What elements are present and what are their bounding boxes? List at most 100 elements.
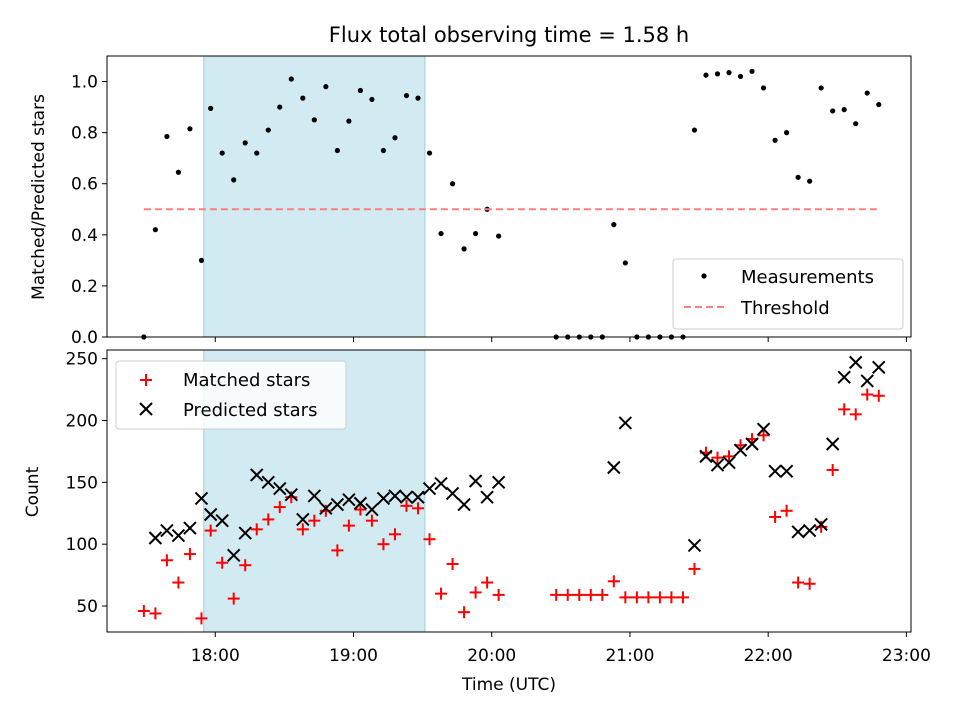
measurement-point (472, 230, 479, 237)
matched-star-point (195, 612, 208, 625)
measurement-point (737, 73, 744, 80)
matched-star-point (250, 523, 263, 536)
matched-star-point (137, 604, 150, 617)
bottom-y-axis-label: Count (23, 466, 43, 517)
measurement-point (726, 70, 732, 76)
y-tick-label: 250 (66, 350, 98, 370)
bottom-marks (137, 355, 886, 625)
predicted-star-point (802, 523, 817, 538)
predicted-star-point (791, 525, 805, 539)
matched-star-point (607, 575, 620, 588)
matched-star-point (550, 588, 563, 601)
predicted-star-point (376, 491, 391, 506)
measurement-point (323, 84, 329, 90)
measurement-point (219, 150, 225, 156)
predicted-star-point (480, 490, 494, 504)
matched-star-point (469, 586, 482, 599)
legend-measurements-label: Measurements (741, 267, 874, 288)
matched-star-point (458, 606, 471, 619)
matched-star-point (423, 533, 436, 546)
matched-star-point (331, 544, 344, 557)
matched-star-point (723, 450, 736, 463)
predicted-star-point (422, 481, 437, 496)
matched-star-point (227, 592, 240, 605)
matched-star-point (481, 576, 494, 589)
predicted-star-point (745, 437, 759, 451)
matched-star-point (296, 523, 309, 536)
predicted-star-point (171, 528, 186, 543)
matched-star-point (273, 501, 286, 514)
measurement-point (164, 133, 170, 140)
matched-star-point (561, 588, 574, 601)
measurement-point (187, 126, 193, 132)
matched-star-point (861, 388, 874, 401)
top-legend: Measurements Threshold (672, 258, 904, 330)
legend-measurements-marker (701, 273, 707, 279)
matched-star-point (803, 577, 816, 590)
measurement-point (622, 260, 628, 266)
predicted-star-point (445, 486, 460, 501)
x-tick-label: 19:00 (329, 646, 378, 666)
x-tick-label: 22:00 (744, 646, 793, 666)
predicted-star-point (148, 531, 163, 545)
matched-star-point (769, 510, 782, 523)
predicted-star-point (273, 481, 287, 496)
measurement-point (449, 181, 456, 187)
matched-star-point (319, 504, 332, 517)
predicted-star-point (687, 538, 702, 553)
matched-star-point (377, 538, 390, 551)
measurement-point (277, 104, 283, 110)
predicted-star-point (699, 449, 713, 464)
matched-star-point (365, 514, 378, 527)
predicted-star-point (722, 455, 736, 470)
top-y-ticks: 0.0 0.2 0.4 0.6 0.8 1.0 (71, 73, 107, 348)
measurement-point (415, 95, 421, 101)
x-tick-label: 20:00 (467, 646, 516, 666)
measurement-point (714, 71, 721, 77)
measurement-point (611, 222, 617, 228)
y-tick-label: 0.2 (71, 277, 98, 297)
predicted-star-point (837, 370, 851, 384)
y-tick-label: 150 (66, 473, 98, 493)
predicted-star-point (872, 360, 886, 375)
top-y-axis-label: Matched/Predicted stars (29, 94, 49, 300)
matched-star-point (285, 491, 298, 504)
matched-star-point (216, 556, 229, 569)
measurement-point (760, 85, 767, 91)
predicted-star-point (434, 476, 448, 491)
predicted-star-point (284, 488, 299, 502)
matched-star-point (792, 576, 805, 589)
predicted-star-point (250, 468, 264, 482)
measurement-point (208, 105, 214, 111)
y-tick-label: 0.4 (71, 226, 98, 246)
matched-star-point (160, 554, 173, 567)
measurement-point (703, 72, 709, 78)
measurement-point (357, 87, 364, 94)
predicted-star-point (756, 422, 771, 436)
predicted-star-point (733, 443, 748, 457)
matched-star-point (838, 403, 851, 416)
matched-star-point (492, 588, 505, 601)
legend-matched-marker (140, 374, 152, 386)
measurement-point (311, 117, 317, 123)
legend-threshold-label: Threshold (740, 298, 830, 319)
matched-star-point (388, 528, 401, 541)
legend-matched-label: Matched stars (183, 370, 310, 391)
matched-star-point (619, 591, 632, 604)
measurement-point (369, 96, 375, 103)
matched-star-point (584, 588, 597, 601)
matched-star-point (826, 463, 839, 476)
measurement-point (807, 178, 813, 184)
predicted-star-point (860, 374, 874, 388)
predicted-star-point (238, 526, 252, 540)
matched-star-point (665, 591, 678, 604)
measurement-point (841, 107, 847, 113)
measurement-point (254, 150, 260, 156)
matched-star-point (630, 591, 643, 604)
measurement-point (496, 233, 502, 239)
measurement-point (818, 85, 824, 91)
matched-star-point (757, 429, 770, 442)
matched-star-point (711, 451, 724, 464)
predicted-star-point (399, 490, 414, 504)
